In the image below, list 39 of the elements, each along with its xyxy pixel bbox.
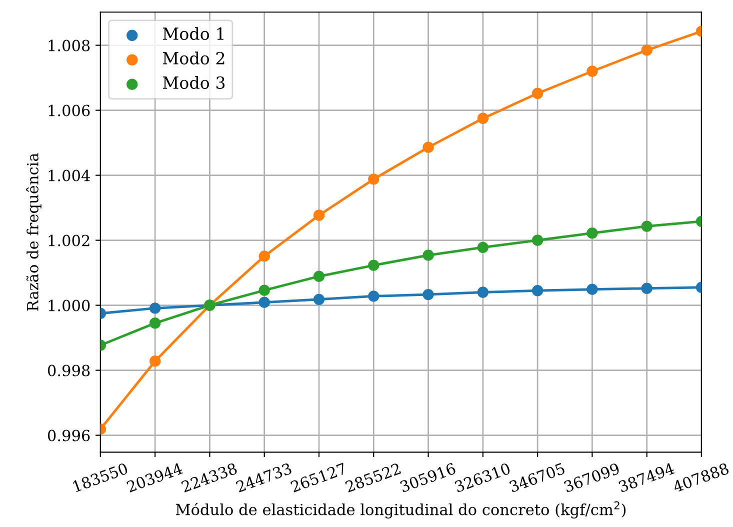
point xyxy=(313,210,325,221)
point xyxy=(149,356,161,367)
y-tick-label: 1.008 xyxy=(48,40,90,52)
point xyxy=(477,112,489,124)
y-tick-label: 1.006 xyxy=(48,104,90,116)
legend-label: Modo 2 xyxy=(162,52,224,64)
y-tick-label: 1.000 xyxy=(48,300,90,312)
point xyxy=(422,250,434,261)
y-axis-title: Razão de frequência xyxy=(26,153,42,311)
point xyxy=(422,142,434,153)
point xyxy=(368,290,380,302)
point xyxy=(313,294,325,306)
legend-label: Modo 1 xyxy=(162,27,224,40)
point xyxy=(313,270,325,282)
y-tick-label: 0.998 xyxy=(48,364,90,376)
point xyxy=(477,286,489,298)
point xyxy=(422,288,434,300)
point xyxy=(149,302,161,314)
point xyxy=(641,282,652,294)
point xyxy=(258,284,270,296)
y-tick-label: 1.004 xyxy=(48,170,90,182)
point xyxy=(641,44,652,56)
point xyxy=(586,228,598,239)
point xyxy=(368,260,380,271)
y-tick-label: 0.996 xyxy=(48,430,90,442)
point xyxy=(149,318,161,329)
point xyxy=(586,284,598,295)
point xyxy=(532,88,544,99)
legend-label: Modo 3 xyxy=(162,76,225,89)
y-tick-label: 1.002 xyxy=(48,234,90,246)
point xyxy=(477,242,489,254)
point xyxy=(258,250,270,262)
point xyxy=(532,234,544,246)
point xyxy=(532,285,544,296)
point xyxy=(368,174,380,185)
x-axis-title: Módulo de elasticidade longitudinal do concreto (kgf/cm$^{2}$) xyxy=(176,501,626,518)
point xyxy=(586,66,598,77)
point xyxy=(258,296,270,308)
point xyxy=(641,220,652,232)
